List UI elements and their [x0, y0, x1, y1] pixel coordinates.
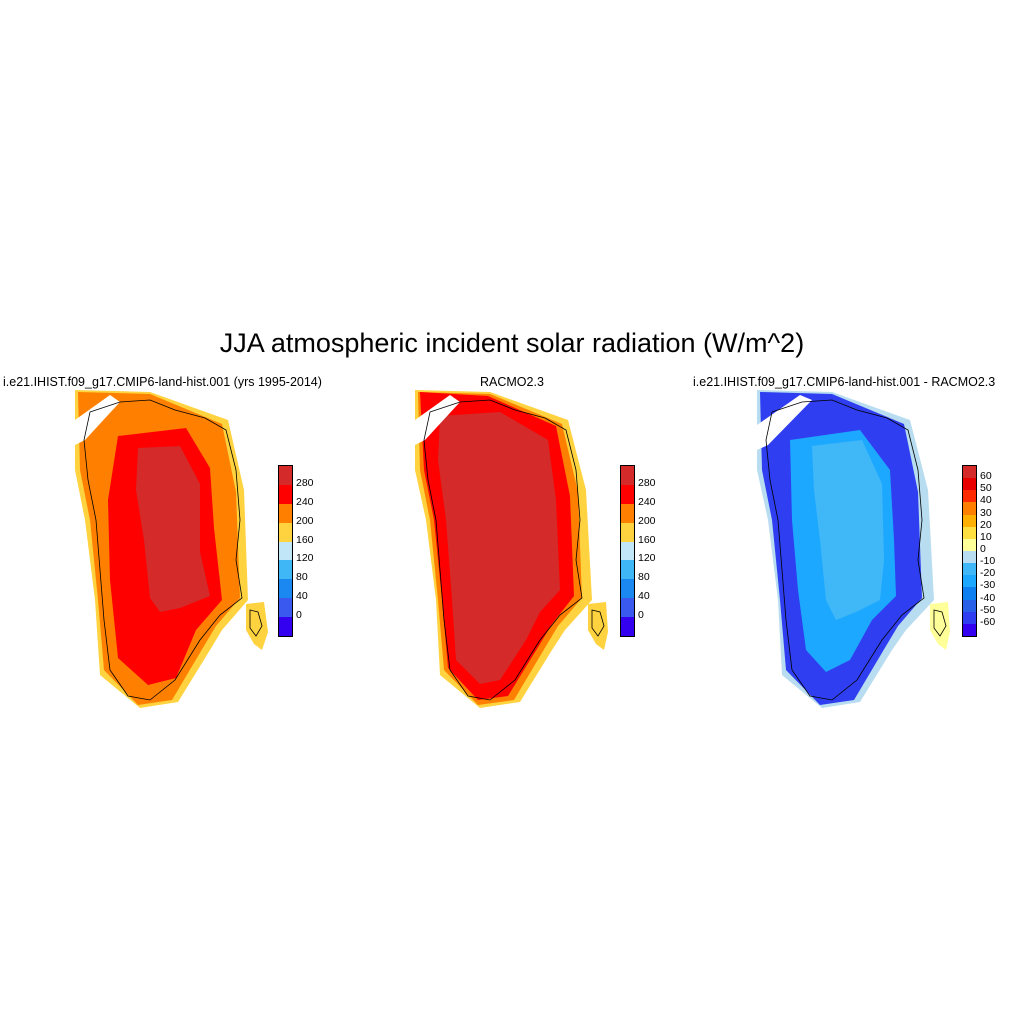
colorbar-swatch	[621, 522, 634, 542]
colorbar-tick-label: 240	[296, 495, 314, 508]
colorbar-tick-label: 160	[638, 533, 656, 546]
p1-dark-red-core	[136, 446, 210, 612]
p2-island-coast	[591, 609, 605, 637]
colorbar-swatch	[279, 617, 292, 636]
colorbar-swatch	[963, 575, 976, 588]
colorbar-tick-label: -20	[980, 567, 996, 580]
colorbar-tick-label: 120	[638, 552, 656, 565]
colorbar-tick-label: 200	[638, 514, 656, 527]
p1-island-coast	[249, 609, 263, 637]
colorbar-swatch	[279, 522, 292, 542]
colorbar-swatch	[963, 563, 976, 576]
colorbar-swatch	[963, 538, 976, 551]
colorbar-tick-label: 0	[296, 609, 302, 622]
p2-dark-red-core	[438, 412, 560, 684]
colorbar-swatch	[963, 599, 976, 612]
colorbar-tick-label: -30	[980, 579, 996, 592]
colorbar-tick-label: 0	[638, 609, 644, 622]
colorbar-tick-label: 80	[638, 571, 650, 584]
p1-nw-gap	[75, 395, 120, 445]
panel-2-title: RACMO2.3	[480, 375, 544, 389]
p2-east-island	[588, 602, 608, 650]
colorbar-tick-label: -40	[980, 591, 996, 604]
p3-nw-gap	[757, 395, 812, 450]
colorbar-tick-label: 0	[980, 543, 986, 555]
colorbar-swatch	[963, 514, 976, 527]
colorbar-swatch	[279, 560, 292, 580]
panel-3-map	[757, 390, 950, 708]
colorbar-swatch	[963, 502, 976, 515]
p1-coastline	[83, 399, 243, 701]
colorbar-swatch	[621, 598, 634, 617]
colorbar-swatch	[279, 484, 292, 504]
colorbar-swatch	[621, 484, 634, 504]
colorbar-swatch	[963, 611, 976, 624]
colorbar-swatch	[963, 550, 976, 564]
colorbar-swatch	[963, 526, 976, 539]
p3-light-core	[812, 440, 884, 620]
panel-1-map	[75, 390, 268, 708]
colorbar-tick-label: -60	[980, 615, 996, 628]
colorbar-tick-label: 20	[980, 518, 992, 531]
colorbar-tick-label: 200	[296, 514, 314, 527]
colorbar-swatch	[621, 541, 634, 561]
colorbar-tick-label: 40	[980, 494, 992, 507]
colorbar-swatch	[621, 579, 634, 599]
colorbar-tick-label: -10	[980, 555, 996, 568]
colorbar-swatch	[963, 478, 976, 491]
colorbar-tick-label: 240	[638, 495, 656, 508]
colorbar-swatch	[963, 466, 976, 479]
p2-coastline	[423, 399, 583, 701]
p1-east-island	[246, 602, 268, 650]
colorbar-tick-label: 30	[980, 506, 992, 519]
colorbar-tick-label: 40	[638, 590, 650, 603]
colorbar-tick-label: 160	[296, 533, 314, 546]
colorbar-tick-label: 280	[638, 476, 656, 489]
colorbar-tick-label: 280	[296, 476, 314, 489]
colorbar-swatch	[963, 623, 976, 636]
colorbar-swatch	[621, 617, 634, 636]
colorbar-swatch	[621, 503, 634, 523]
panel-3-title: i.e21.IHIST.f09_g17.CMIP6-land-hist.001 …	[693, 375, 996, 389]
figure-title: JJA atmospheric incident solar radiation…	[219, 328, 805, 358]
panel-1-colorbar	[278, 465, 293, 637]
colorbar-swatch	[279, 466, 292, 485]
p3-coastline	[765, 399, 925, 701]
p3-island-coast	[933, 609, 947, 637]
colorbar-tick-label: 10	[980, 530, 992, 543]
colorbar-tick-label: 50	[980, 482, 992, 495]
colorbar-swatch	[279, 503, 292, 523]
colorbar-swatch	[963, 587, 976, 600]
colorbar-tick-label: -50	[980, 603, 996, 616]
colorbar-tick-label: 40	[296, 590, 308, 603]
p3-east-island	[930, 602, 950, 650]
colorbar-swatch	[621, 560, 634, 580]
panel-2-colorbar	[620, 465, 635, 637]
panel-1-title: i.e21.IHIST.f09_g17.CMIP6-land-hist.001 …	[3, 375, 322, 389]
colorbar-swatch	[279, 598, 292, 617]
colorbar-tick-label: 60	[980, 470, 992, 483]
colorbar-tick-label: 80	[296, 571, 308, 584]
colorbar-swatch	[279, 541, 292, 561]
colorbar-tick-label: 120	[296, 552, 314, 565]
panel-2-map	[415, 390, 608, 708]
colorbar-swatch	[963, 490, 976, 503]
colorbar-swatch	[279, 579, 292, 599]
panel-3-colorbar	[962, 465, 977, 637]
colorbar-swatch	[621, 466, 634, 485]
p2-nw-gap	[415, 395, 460, 445]
